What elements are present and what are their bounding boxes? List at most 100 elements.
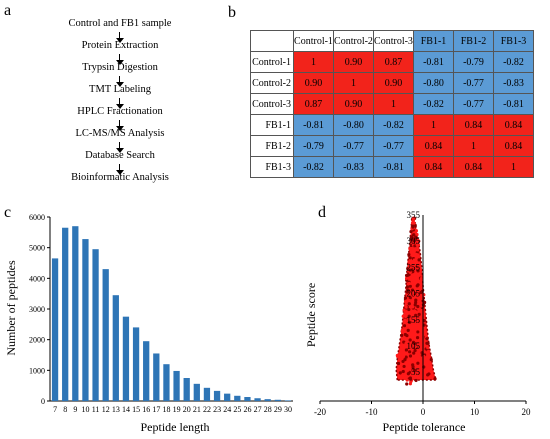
scatter-point	[413, 345, 418, 349]
scatter-point	[408, 284, 412, 288]
bar-x-tick-label: 26	[243, 405, 251, 414]
scatter-point	[416, 239, 420, 243]
bar	[122, 316, 130, 401]
scatter-point	[418, 268, 423, 272]
scatter-point	[414, 235, 418, 239]
scatter-point	[401, 369, 405, 374]
scatter-y-tick-label: 155	[407, 315, 421, 325]
scatter-point	[429, 358, 433, 362]
scatter-point	[411, 298, 415, 302]
heatmap-cell: -0.81	[373, 156, 414, 178]
scatter-point	[404, 276, 409, 280]
scatter-point	[409, 235, 414, 240]
scatter-point	[414, 378, 418, 383]
scatter-point	[408, 247, 412, 251]
bar-x-tick-label: 17	[152, 405, 160, 414]
bar-x-tick-label: 27	[254, 405, 262, 414]
correlation-heatmap: Control-1 Control-2 Control-3 FB1-1 FB1-2 FB1…	[250, 30, 534, 178]
workflow-step-digestion: Trypsin Digestion	[82, 62, 158, 73]
scatter-point	[404, 341, 408, 345]
scatter-point	[407, 307, 411, 312]
scatter-point	[415, 357, 419, 361]
scatter-point	[411, 284, 415, 288]
bar	[72, 226, 79, 401]
bar-x-tick-label: 16	[142, 405, 150, 414]
heatmap-cell: 0.84	[413, 156, 454, 178]
heatmap-row: FB1-1 -0.81 -0.80 -0.82 1 0.84 0.84	[250, 114, 534, 136]
scatter-point	[410, 250, 414, 255]
heatmap-cell: 1	[493, 156, 534, 178]
scatter-x-tick-label: 10	[470, 407, 480, 417]
bar	[213, 390, 221, 401]
workflow-arrow	[116, 54, 124, 65]
heatmap-cell: -0.80	[413, 72, 454, 94]
scatter-x-axis-label: Peptide tolerance	[383, 420, 466, 434]
scatter-point	[416, 361, 420, 365]
bar-x-tick-label: 7	[53, 405, 57, 414]
bar	[183, 378, 190, 401]
bar-x-tick-label: 25	[233, 405, 241, 414]
workflow-step-fractionation: HPLC Fractionation	[77, 106, 163, 117]
scatter-point	[408, 376, 412, 380]
scatter-point	[408, 338, 412, 342]
panel-c-label: c	[4, 204, 12, 221]
bar-y-tick-label: 4000	[29, 274, 45, 283]
heatmap-cell: -0.77	[453, 93, 494, 115]
heatmap-row: FB1-3 -0.82 -0.83 -0.81 0.84 0.84 1	[250, 156, 534, 178]
scatter-point	[408, 256, 412, 260]
scatter-y-tick-label: 105	[407, 341, 421, 351]
scatter-point	[400, 333, 404, 337]
scatter-point	[411, 291, 415, 295]
heatmap-cell: -0.82	[413, 93, 454, 115]
bar-x-tick-label: 10	[81, 405, 89, 414]
heatmap-cell: -0.81	[493, 93, 534, 115]
heatmap-cell: -0.82	[493, 51, 534, 73]
scatter-x-tick-label: 20	[522, 407, 532, 417]
heatmap-row-header: FB1-1	[250, 114, 294, 136]
scatter-point	[412, 341, 417, 346]
bar	[254, 398, 261, 401]
scatter-point	[408, 354, 413, 358]
panel-a-label: a	[4, 2, 12, 19]
scatter-point	[406, 368, 410, 372]
heatmap-cell: 1	[453, 135, 494, 157]
bar	[264, 399, 271, 401]
scatter-point	[412, 221, 416, 225]
heatmap-cell: 0.84	[453, 156, 494, 178]
heatmap-cell: 0.90	[333, 93, 374, 115]
scatter-point	[406, 372, 410, 376]
scatter-point	[408, 296, 412, 300]
scatter-point	[403, 300, 408, 304]
scatter-point	[398, 371, 402, 375]
scatter-point	[411, 216, 416, 220]
scatter-point	[417, 293, 422, 297]
heatmap-cell: 0.87	[373, 51, 414, 73]
heatmap-cell: 0.84	[413, 135, 454, 157]
scatter-point	[403, 296, 408, 300]
heatmap-cell: 0.87	[293, 93, 334, 115]
scatter-point	[404, 305, 408, 309]
heatmap-column-header: FB1-1	[413, 30, 454, 52]
scatter-y-tick-label: 205	[407, 289, 421, 299]
scatter-point	[407, 281, 411, 286]
scatter-point	[401, 354, 406, 358]
scatter-point	[400, 328, 404, 332]
scatter-point	[415, 336, 420, 340]
scatter-point	[405, 382, 409, 386]
scatter-point	[416, 330, 420, 334]
heatmap-cell: 0.90	[373, 72, 414, 94]
bar-x-tick-label: 13	[112, 405, 120, 414]
bar-y-tick-label: 5000	[29, 244, 45, 253]
scatter-point	[417, 312, 421, 316]
scatter-point	[414, 298, 418, 302]
heatmap-cell: -0.77	[373, 135, 414, 157]
heatmap-row-header: Control-2	[250, 72, 294, 94]
scatter-point	[413, 348, 417, 353]
bar-x-tick-label: 28	[264, 405, 272, 414]
scatter-point	[408, 382, 412, 386]
heatmap-cell: -0.81	[413, 51, 454, 73]
workflow-arrow	[116, 142, 124, 153]
panel-b-label: b	[228, 4, 236, 21]
scatter-point	[414, 252, 419, 256]
bar-x-tick-label: 18	[162, 405, 170, 414]
